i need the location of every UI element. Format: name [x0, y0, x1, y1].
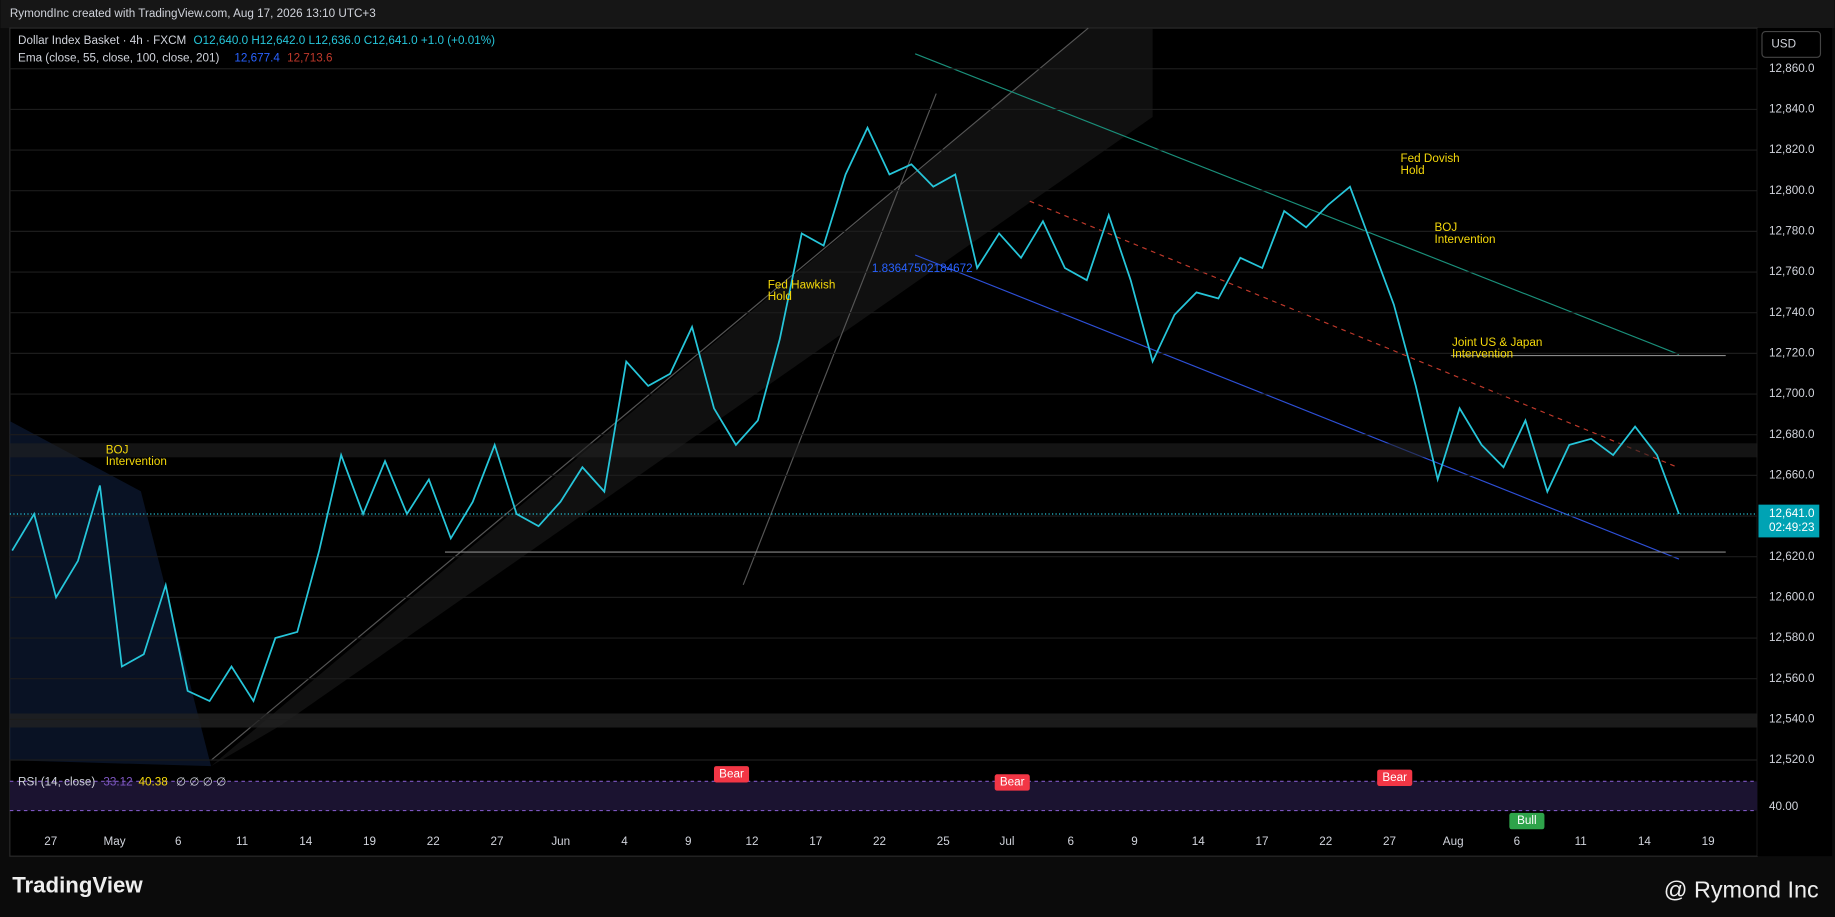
x-tick-label: 19 — [363, 835, 376, 848]
plot-area — [9, 27, 1758, 857]
y-tick-label: 12,580.0 — [1769, 631, 1815, 644]
currency-button[interactable] — [1761, 30, 1822, 58]
annotation: Intervention — [1434, 233, 1495, 246]
x-tick-label: 22 — [1319, 835, 1332, 848]
x-tick-label: 27 — [44, 835, 57, 848]
annotation: 1.83647502184672 — [872, 262, 973, 275]
y-tick-label: 12,720.0 — [1769, 346, 1815, 359]
annotation: Intervention — [106, 455, 167, 468]
annotation: BOJ — [106, 443, 129, 456]
y-tick-label: 12,520.0 — [1769, 753, 1815, 766]
rsi-value: 33.12 — [103, 776, 132, 789]
trendline — [742, 93, 937, 586]
x-tick-label: 6 — [1067, 835, 1074, 848]
x-tick-label: 22 — [427, 835, 440, 848]
y-tick-label: 12,840.0 — [1769, 102, 1815, 115]
x-tick-label: 11 — [1575, 835, 1587, 848]
y-tick-label: 12,560.0 — [1769, 672, 1815, 685]
rsi-signal: Bear — [1382, 771, 1407, 784]
price-scale — [1757, 28, 1833, 857]
last-price-label: 12,641.0 — [1769, 507, 1815, 520]
y-tick-label: 12,660.0 — [1769, 468, 1815, 481]
ohlc: O12,640.0 H12,642.0 L12,636.0 C12,641.0 … — [193, 34, 495, 47]
channel-shade — [211, 28, 1153, 767]
x-tick-label: 19 — [1702, 835, 1715, 848]
y-tick-label: 12,700.0 — [1769, 387, 1815, 400]
price-line — [11, 125, 1680, 704]
x-tick-label: 17 — [809, 835, 822, 848]
x-tick-label: 9 — [685, 835, 692, 848]
y-tick-label: 12,680.0 — [1769, 428, 1815, 441]
y-tick-label: 12,600.0 — [1769, 590, 1815, 603]
annotation: Intervention — [1452, 347, 1513, 360]
y-tick-label: 12,780.0 — [1769, 224, 1815, 237]
author: @ Rymond Inc — [1664, 876, 1819, 902]
x-tick-label: 14 — [299, 835, 313, 848]
x-tick-label: 25 — [937, 835, 951, 848]
x-tick-label: May — [103, 835, 125, 848]
rsi-signal-tag — [994, 774, 1030, 791]
rsi-label: RSI (14, close) — [18, 776, 95, 789]
x-tick-label: 17 — [1255, 835, 1268, 848]
y-tick-label: 12,740.0 — [1769, 306, 1815, 319]
x-tick-label: 22 — [873, 835, 886, 848]
x-tick-label: 6 — [175, 835, 182, 848]
rsi-value: 40.38 — [139, 776, 168, 789]
zone — [9, 713, 1758, 728]
rsi-signal-tag — [1509, 812, 1545, 830]
credit: RymondInc created with TradingView.com, … — [10, 7, 376, 20]
countdown: 02:49:23 — [1769, 521, 1815, 534]
annotation: Fed Dovish — [1401, 152, 1460, 165]
y-tick-label: 12,860.0 — [1769, 62, 1815, 75]
zone — [9, 443, 1758, 458]
ema-value: 12,677.4 — [234, 52, 280, 65]
annotation: Joint US & Japan — [1452, 336, 1542, 349]
x-tick-label: 6 — [1514, 835, 1521, 848]
rsi-band — [9, 781, 1758, 811]
trendline — [914, 53, 1680, 355]
channel-shade — [9, 421, 212, 767]
y-tick-label: 12,760.0 — [1769, 265, 1815, 278]
annotation: BOJ — [1434, 221, 1457, 234]
x-tick-label: 11 — [236, 835, 248, 848]
x-tick-label: 9 — [1131, 835, 1138, 848]
x-tick-label: 4 — [621, 835, 628, 848]
rsi-signal: Bear — [1000, 776, 1025, 789]
annotation: Fed Hawkish — [768, 278, 836, 291]
x-tick-label: 14 — [1192, 835, 1205, 848]
trendline — [914, 254, 1680, 560]
ema-label: Ema (close, 55, close, 100, close, 201) — [18, 52, 219, 65]
annotation: Hold — [768, 290, 792, 303]
y-tick-label: 12,800.0 — [1769, 184, 1815, 197]
rsi-signal-tag — [713, 766, 750, 783]
x-tick-label: 27 — [1383, 835, 1396, 848]
x-tick-label: Jul — [1000, 835, 1015, 848]
top-bar — [0, 0, 1835, 29]
rsi-signal: Bull — [1517, 814, 1537, 827]
annotation: Hold — [1401, 164, 1425, 177]
x-tick-label: 27 — [491, 835, 504, 848]
x-tick-label: 14 — [1638, 835, 1652, 848]
x-tick-label: Jun — [551, 835, 570, 848]
last-price-tag — [1758, 504, 1820, 538]
rsi-value: ∅ ∅ ∅ ∅ — [176, 776, 226, 789]
brand: TradingView — [12, 872, 143, 897]
rsi-signal-tag — [1377, 769, 1413, 786]
symbol: Dollar Index Basket · 4h · FXCM — [18, 34, 186, 47]
x-tick-label: 12 — [745, 835, 758, 848]
x-tick-label: Aug — [1443, 835, 1464, 848]
y-tick-label: 12,620.0 — [1769, 550, 1815, 563]
y-tick-label: 12,540.0 — [1769, 712, 1815, 725]
currency[interactable]: USD — [1771, 38, 1796, 51]
y-tick-label: 12,820.0 — [1769, 143, 1815, 156]
rsi-signal: Bear — [719, 767, 744, 780]
rsi-tick: 40.00 — [1769, 800, 1799, 813]
ema-value: 12,713.6 — [287, 52, 333, 65]
